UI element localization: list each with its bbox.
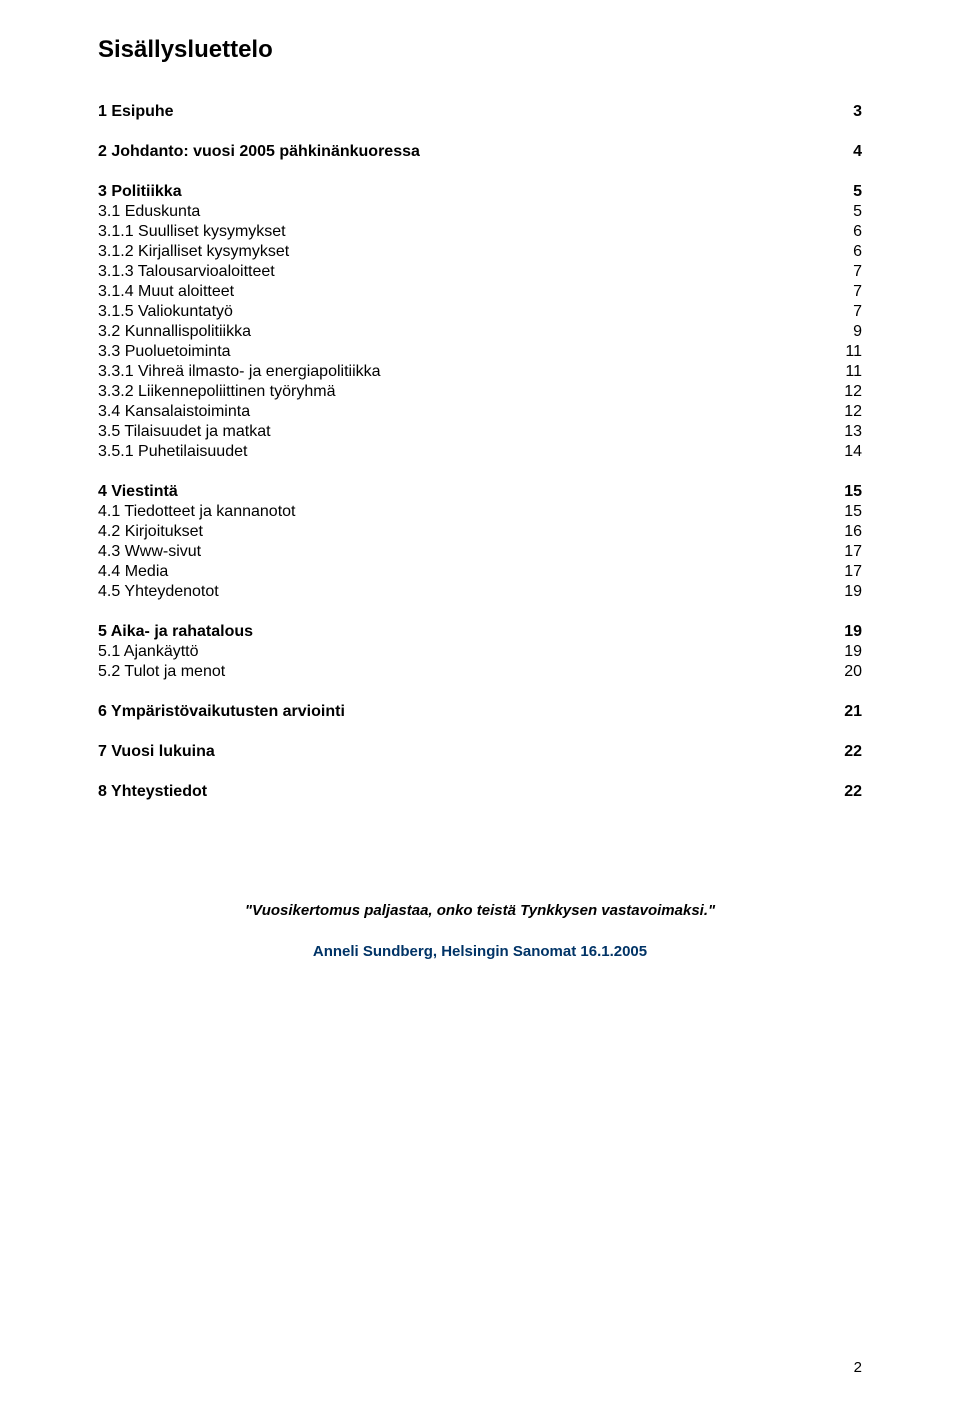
- toc-row: 3.2 Kunnallispolitiikka 9: [98, 322, 862, 342]
- toc-row: 3.3 Puoluetoiminta 11: [98, 342, 862, 362]
- toc-page-number: 4: [822, 142, 862, 162]
- toc-row: 6 Ympäristövaikutusten arviointi 21: [98, 702, 862, 722]
- toc-row: 5 Aika- ja rahatalous 19: [98, 622, 862, 642]
- toc-row: 3.1.4 Muut aloitteet 7: [98, 282, 862, 302]
- toc-gap: [98, 122, 862, 142]
- toc-page-number: 19: [822, 622, 862, 642]
- toc-row: 5.2 Tulot ja menot 20: [98, 662, 862, 682]
- toc-label: 3.5.1 Puhetilaisuudet: [98, 442, 247, 462]
- toc-label: 4 Viestintä: [98, 482, 178, 502]
- toc-row: 3.4 Kansalaistoiminta 12: [98, 402, 862, 422]
- quote-text: "Vuosikertomus paljastaa, onko teistä Ty…: [98, 902, 862, 919]
- toc-page-number: 11: [822, 362, 862, 382]
- toc-row: 3.5 Tilaisuudet ja matkat 13: [98, 422, 862, 442]
- toc-page-number: 15: [822, 502, 862, 522]
- toc-label: 4.1 Tiedotteet ja kannanotot: [98, 502, 295, 522]
- toc-label: 8 Yhteystiedot: [98, 782, 207, 802]
- toc-page-number: 5: [822, 182, 862, 202]
- toc-label: 5.1 Ajankäyttö: [98, 642, 199, 662]
- toc-label: 5 Aika- ja rahatalous: [98, 622, 253, 642]
- toc-label: 3.1.1 Suulliset kysymykset: [98, 222, 286, 242]
- toc-page-number: 19: [822, 582, 862, 602]
- toc-label: 3.3.1 Vihreä ilmasto- ja energiapolitiik…: [98, 362, 381, 382]
- toc-row: 3 Politiikka 5: [98, 182, 862, 202]
- toc-label: 3.1.4 Muut aloitteet: [98, 282, 234, 302]
- page-title: Sisällysluettelo: [98, 36, 862, 64]
- toc-page-number: 7: [822, 262, 862, 282]
- toc-row: 1 Esipuhe 3: [98, 102, 862, 122]
- toc-label: 3.1.2 Kirjalliset kysymykset: [98, 242, 289, 262]
- quote-block: "Vuosikertomus paljastaa, onko teistä Ty…: [98, 902, 862, 960]
- toc-gap: [98, 162, 862, 182]
- toc-label: 3.3 Puoluetoiminta: [98, 342, 231, 362]
- toc-row: 3.1 Eduskunta 5: [98, 202, 862, 222]
- toc-label: 4.5 Yhteydenotot: [98, 582, 219, 602]
- toc-gap: [98, 762, 862, 782]
- toc-label: 3.1.3 Talousarvioaloitteet: [98, 262, 275, 282]
- toc-row: 8 Yhteystiedot 22: [98, 782, 862, 802]
- page-number: 2: [854, 1359, 862, 1376]
- toc-row: 3.1.5 Valiokuntatyö 7: [98, 302, 862, 322]
- toc-label: 7 Vuosi lukuina: [98, 742, 215, 762]
- table-of-contents: 1 Esipuhe 3 2 Johdanto: vuosi 2005 pähkinä…: [98, 102, 862, 802]
- toc-label: 5.2 Tulot ja menot: [98, 662, 225, 682]
- toc-label: 6 Ympäristövaikutusten arviointi: [98, 702, 345, 722]
- toc-page-number: 12: [822, 382, 862, 402]
- toc-page-number: 20: [822, 662, 862, 682]
- toc-page-number: 13: [822, 422, 862, 442]
- toc-page-number: 7: [822, 302, 862, 322]
- toc-row: 3.1.2 Kirjalliset kysymykset 6: [98, 242, 862, 262]
- quote-attribution: Anneli Sundberg, Helsingin Sanomat 16.1.…: [98, 943, 862, 960]
- toc-label: 3.4 Kansalaistoiminta: [98, 402, 250, 422]
- toc-row: 4.4 Media 17: [98, 562, 862, 582]
- toc-label: 3.1 Eduskunta: [98, 202, 200, 222]
- toc-page-number: 17: [822, 542, 862, 562]
- toc-row: 2 Johdanto: vuosi 2005 pähkinänkuoressa 4: [98, 142, 862, 162]
- toc-page-number: 7: [822, 282, 862, 302]
- toc-row: 4.5 Yhteydenotot 19: [98, 582, 862, 602]
- toc-page-number: 12: [822, 402, 862, 422]
- toc-row: 3.1.1 Suulliset kysymykset 6: [98, 222, 862, 242]
- toc-page-number: 14: [822, 442, 862, 462]
- toc-row: 4.3 Www-sivut 17: [98, 542, 862, 562]
- toc-label: 2 Johdanto: vuosi 2005 pähkinänkuoressa: [98, 142, 420, 162]
- toc-page-number: 21: [822, 702, 862, 722]
- toc-row: 3.5.1 Puhetilaisuudet 14: [98, 442, 862, 462]
- toc-page-number: 22: [822, 742, 862, 762]
- toc-label: 4.3 Www-sivut: [98, 542, 201, 562]
- toc-row: 3.3.2 Liikennepoliittinen työryhmä 12: [98, 382, 862, 402]
- toc-label: 3.1.5 Valiokuntatyö: [98, 302, 233, 322]
- toc-page-number: 17: [822, 562, 862, 582]
- toc-page-number: 19: [822, 642, 862, 662]
- document-page: Sisällysluettelo 1 Esipuhe 3 2 Johdanto: v…: [0, 0, 960, 1428]
- toc-row: 3.1.3 Talousarvioaloitteet 7: [98, 262, 862, 282]
- toc-row: 4 Viestintä 15: [98, 482, 862, 502]
- toc-row: 3.3.1 Vihreä ilmasto- ja energiapolitiik…: [98, 362, 862, 382]
- toc-label: 3.3.2 Liikennepoliittinen työryhmä: [98, 382, 335, 402]
- toc-page-number: 6: [822, 242, 862, 262]
- toc-label: 3.5 Tilaisuudet ja matkat: [98, 422, 271, 442]
- toc-row: 7 Vuosi lukuina 22: [98, 742, 862, 762]
- toc-label: 3 Politiikka: [98, 182, 182, 202]
- toc-page-number: 15: [822, 482, 862, 502]
- toc-gap: [98, 682, 862, 702]
- toc-row: 4.2 Kirjoitukset 16: [98, 522, 862, 542]
- toc-page-number: 3: [822, 102, 862, 122]
- toc-label: 4.4 Media: [98, 562, 168, 582]
- toc-page-number: 11: [822, 342, 862, 362]
- toc-page-number: 9: [822, 322, 862, 342]
- toc-page-number: 16: [822, 522, 862, 542]
- toc-label: 1 Esipuhe: [98, 102, 174, 122]
- toc-gap: [98, 462, 862, 482]
- toc-row: 5.1 Ajankäyttö 19: [98, 642, 862, 662]
- toc-gap: [98, 602, 862, 622]
- toc-page-number: 5: [822, 202, 862, 222]
- toc-label: 4.2 Kirjoitukset: [98, 522, 203, 542]
- toc-page-number: 22: [822, 782, 862, 802]
- toc-page-number: 6: [822, 222, 862, 242]
- toc-gap: [98, 722, 862, 742]
- toc-row: 4.1 Tiedotteet ja kannanotot 15: [98, 502, 862, 522]
- toc-label: 3.2 Kunnallispolitiikka: [98, 322, 251, 342]
